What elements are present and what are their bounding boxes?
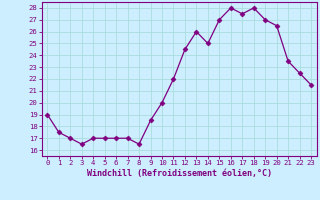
X-axis label: Windchill (Refroidissement éolien,°C): Windchill (Refroidissement éolien,°C) — [87, 169, 272, 178]
